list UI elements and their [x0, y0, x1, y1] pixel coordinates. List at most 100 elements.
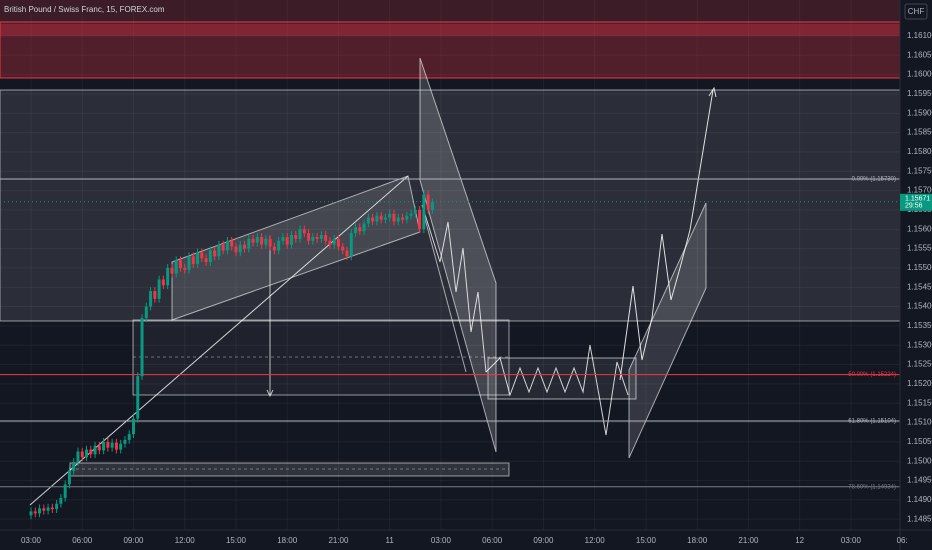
candle-body — [396, 217, 400, 222]
x-tick-label: 12:00 — [175, 536, 196, 545]
box — [132, 319, 510, 396]
candle-body — [102, 441, 106, 451]
candle-body — [174, 260, 178, 274]
candle-body — [204, 258, 208, 263]
candle-body — [358, 227, 362, 232]
candle-body — [123, 439, 127, 444]
y-tick-label: 1.15300 — [907, 340, 932, 349]
candle-body — [178, 260, 182, 268]
y-tick-label: 1.15500 — [907, 263, 932, 272]
fib-trend-line — [29, 175, 409, 506]
candle-body — [371, 217, 375, 222]
candle-body — [277, 240, 281, 251]
fib-level-label: 0.00% (1.15730) — [852, 177, 896, 183]
fib-level-label: 78.60% (1.14934) — [848, 484, 896, 490]
currency-box[interactable] — [904, 3, 928, 20]
candle-body — [50, 507, 54, 510]
candle-body — [247, 238, 251, 249]
candle-body — [366, 217, 370, 224]
candle-body — [187, 256, 191, 270]
candle-body — [144, 306, 148, 319]
candle-body — [243, 244, 247, 249]
x-tick-label: 12 — [795, 536, 804, 545]
candle-body — [234, 246, 238, 253]
candle-body — [307, 233, 311, 241]
x-tick-label: 03:00 — [841, 536, 862, 545]
candle-body — [311, 236, 315, 241]
candle-body — [413, 209, 417, 214]
candle-body — [131, 418, 135, 435]
candle-body — [345, 250, 349, 257]
candle-body — [230, 240, 234, 247]
projection-path — [421, 204, 487, 373]
candle-body — [285, 236, 289, 245]
candle-body — [89, 449, 93, 455]
candle-body — [97, 445, 101, 451]
candle-body — [213, 250, 217, 257]
candle-body — [272, 246, 276, 251]
candle-body — [409, 213, 413, 216]
candle-body — [422, 194, 426, 230]
candle-body — [349, 233, 353, 257]
candle-body — [328, 240, 332, 245]
candle-body — [46, 507, 50, 511]
price-axis — [900, 0, 932, 550]
candle-body — [161, 279, 165, 286]
candle-body — [302, 229, 306, 234]
candle-body — [281, 236, 285, 241]
y-tick-label: 1.15200 — [907, 379, 932, 388]
candle-body — [119, 443, 123, 450]
supply-zone — [0, 0, 900, 22]
y-tick-label: 1.15550 — [907, 244, 932, 253]
candle-body — [238, 244, 242, 253]
candle-body — [33, 511, 37, 514]
y-tick-label: 1.15850 — [907, 128, 932, 137]
supply-zone-band — [0, 24, 900, 36]
x-tick-label: 03:00 — [431, 536, 452, 545]
candle-body — [392, 213, 396, 222]
candle-body — [332, 238, 336, 245]
candle-body — [183, 267, 187, 270]
candle-body — [379, 215, 383, 220]
candle-body — [319, 235, 323, 239]
candle-body — [42, 508, 46, 511]
projection-path — [619, 89, 714, 381]
candle-body — [149, 291, 153, 307]
drawings — [0, 0, 901, 506]
candle-body — [388, 213, 392, 218]
candle-body — [72, 461, 76, 471]
fib-level-label: 61.80% (1.15104) — [848, 419, 896, 425]
currency[interactable]: CHF — [908, 7, 925, 16]
arrow-head — [708, 86, 717, 98]
countdown: 29:56 — [905, 203, 923, 210]
projection-wedge — [419, 57, 497, 453]
x-tick-label: 03:00 — [21, 536, 42, 545]
grid — [0, 0, 903, 530]
candle-body — [260, 236, 264, 245]
range-zone — [0, 89, 901, 322]
y-tick-label: 1.15600 — [907, 224, 932, 233]
x-tick-label: 06:00 — [482, 536, 503, 545]
candle-body — [336, 238, 340, 247]
x-tick-label: 21:00 — [328, 536, 349, 545]
candle-body — [140, 318, 144, 377]
candle-body — [38, 508, 42, 514]
x-tick-label: 11 — [386, 536, 395, 545]
candle-body — [93, 445, 97, 455]
y-tick-label: 1.15750 — [907, 166, 932, 175]
candle-body — [29, 511, 33, 516]
fib-level-label: 50.00% (1.15224) — [848, 372, 896, 378]
candle-body — [362, 223, 366, 232]
candle-body — [289, 235, 293, 245]
chart-title: British Pound / Swiss Franc, 15, FOREX.c… — [4, 5, 165, 14]
candle-body — [170, 267, 174, 274]
candle-body — [200, 252, 204, 259]
candle-body — [157, 279, 161, 299]
candle-body — [324, 235, 328, 241]
fib-levels: 0.00% (1.15730) 50.00% (1.15224) 61.80% (1… — [0, 177, 900, 490]
y-tick-label: 1.15350 — [907, 321, 932, 330]
candle-body — [225, 240, 229, 251]
candle-body — [153, 291, 157, 299]
y-tick-label: 1.15450 — [907, 282, 932, 291]
y-tick-label: 1.15400 — [907, 302, 932, 311]
